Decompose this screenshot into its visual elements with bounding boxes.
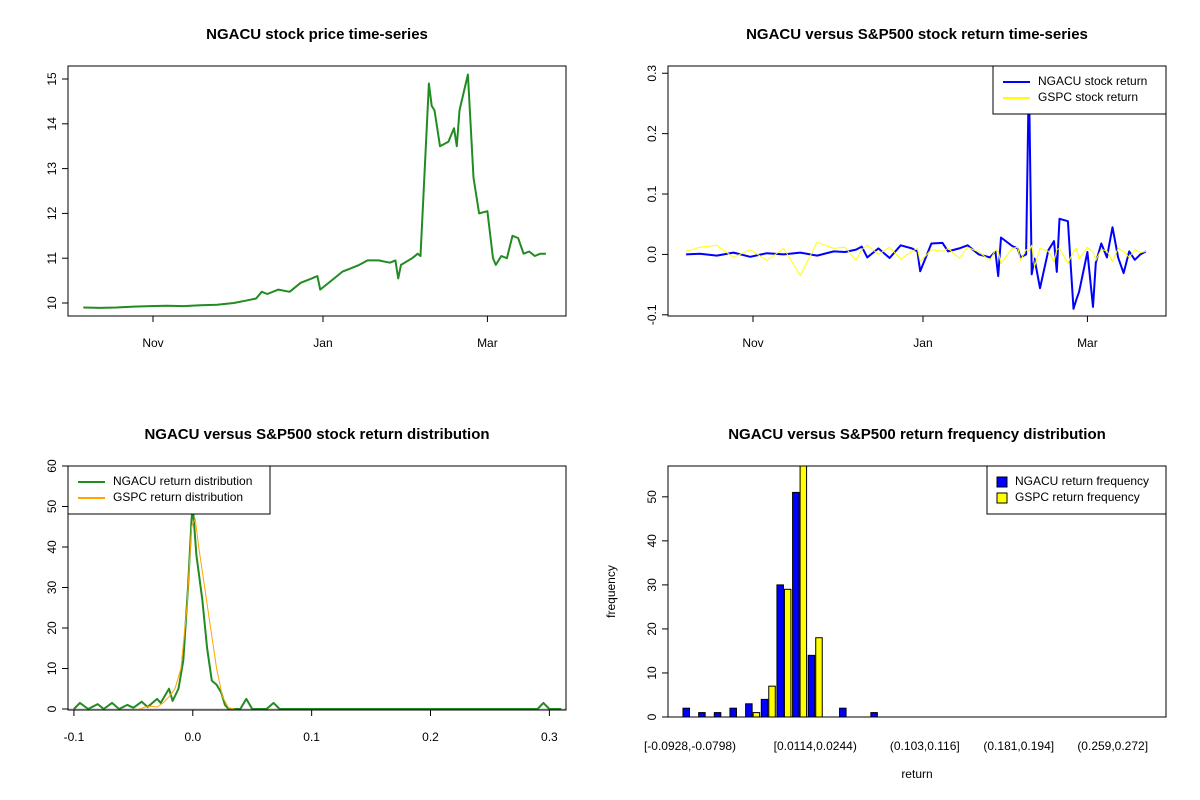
y-axis-label: frequency: [604, 565, 618, 618]
y-tick-label: 60: [45, 459, 59, 473]
bar: [799, 466, 808, 717]
y-tick-label: 12: [45, 206, 59, 220]
y-tick-label: 0: [45, 705, 59, 712]
y-tick-label: 0.2: [645, 125, 659, 142]
y-tick-label: 30: [45, 580, 59, 594]
bar: [698, 712, 706, 717]
x-tick-label: Nov: [742, 336, 763, 350]
plot-frame: [667, 65, 1167, 317]
plot-frame: [667, 465, 1167, 718]
legend-swatch: [996, 492, 1008, 504]
y-tick-label: 0.0: [645, 246, 659, 263]
y-tick-label: -0.1: [645, 304, 659, 325]
bar: [776, 584, 784, 717]
y-tick-label: 0.3: [645, 65, 659, 82]
x-tick-label: 0.1: [303, 730, 320, 744]
chart-title: NGACU versus S&P500 stock return distrib…: [144, 426, 489, 443]
legend: NGACU return frequency GSPC return freque…: [986, 465, 1167, 515]
plot-area: [83, 73, 546, 309]
y-tick-label: 15: [45, 72, 59, 86]
plot-area: [682, 466, 878, 717]
x-tick-label: Mar: [477, 336, 498, 350]
x-tick-label: Jan: [913, 336, 932, 350]
legend-label: NGACU return distribution: [113, 474, 252, 488]
x-tick-label: -0.1: [64, 730, 85, 744]
x-tick-label: Nov: [142, 336, 163, 350]
legend-box: [992, 65, 1167, 115]
x-tick-label: (0.259,0.272]: [1077, 739, 1148, 753]
data-line: [83, 73, 546, 309]
x-tick-label: Mar: [1077, 336, 1098, 350]
legend-box: [986, 465, 1167, 515]
y-tick-label: 13: [45, 162, 59, 176]
bar: [870, 712, 878, 717]
x-axis-label: return: [901, 767, 932, 781]
legend-box: [67, 465, 271, 515]
bar: [839, 707, 847, 717]
x-tick-label: 0.3: [541, 730, 558, 744]
plot-frame: [67, 65, 567, 317]
y-tick-label: 40: [645, 534, 659, 548]
legend: NGACU return distribution GSPC return dis…: [67, 465, 271, 515]
bar: [768, 685, 776, 717]
x-tick-label: [-0.0928,-0.0798): [644, 739, 736, 753]
y-tick-label: 11: [45, 252, 59, 265]
bar: [745, 703, 753, 717]
y-tick-label: 50: [645, 490, 659, 504]
y-tick-label: 40: [45, 540, 59, 554]
data-line: [139, 518, 235, 710]
bar: [760, 698, 769, 717]
y-tick-label: 14: [45, 117, 59, 131]
bar: [752, 712, 761, 717]
plot-area: [685, 72, 1147, 310]
y-tick-label: 10: [645, 666, 659, 680]
legend-label: NGACU stock return: [1038, 74, 1147, 88]
bar: [783, 588, 792, 717]
y-tick-label: 10: [45, 661, 59, 675]
plot-frame: [67, 465, 567, 711]
chart-title: NGACU versus S&P500 return frequency dis…: [728, 426, 1106, 443]
y-tick-label: 0.1: [645, 185, 659, 202]
data-line: [685, 241, 1147, 276]
legend-label: GSPC return frequency: [1015, 490, 1140, 504]
y-tick-label: 10: [45, 296, 59, 310]
legend: NGACU stock return GSPC stock return: [992, 65, 1167, 115]
x-tick-label: (0.103,0.116]: [890, 739, 960, 753]
legend-label: GSPC return distribution: [113, 490, 243, 504]
chart-title: NGACU stock price time-series: [206, 26, 428, 43]
bar: [713, 712, 722, 717]
y-tick-label: 30: [645, 578, 659, 592]
bar: [815, 637, 823, 717]
x-tick-label: Jan: [313, 336, 332, 350]
x-tick-label: (0.181,0.194]: [983, 739, 1054, 753]
y-tick-label: 0: [645, 713, 659, 720]
x-tick-label: 0.0: [184, 730, 201, 744]
legend-label: NGACU return frequency: [1015, 474, 1149, 488]
y-tick-label: 20: [645, 622, 659, 636]
x-tick-label: [0.0114,0.0244): [774, 739, 857, 753]
chart-title: NGACU versus S&P500 stock return time-se…: [746, 26, 1088, 43]
legend-swatch: [996, 476, 1008, 488]
y-tick-label: 20: [45, 621, 59, 635]
bar: [682, 707, 690, 717]
bar: [807, 654, 816, 717]
y-tick-label: 50: [45, 500, 59, 514]
bar: [792, 491, 800, 717]
legend-label: GSPC stock return: [1038, 90, 1138, 104]
bar: [729, 707, 737, 717]
x-tick-label: 0.2: [422, 730, 439, 744]
